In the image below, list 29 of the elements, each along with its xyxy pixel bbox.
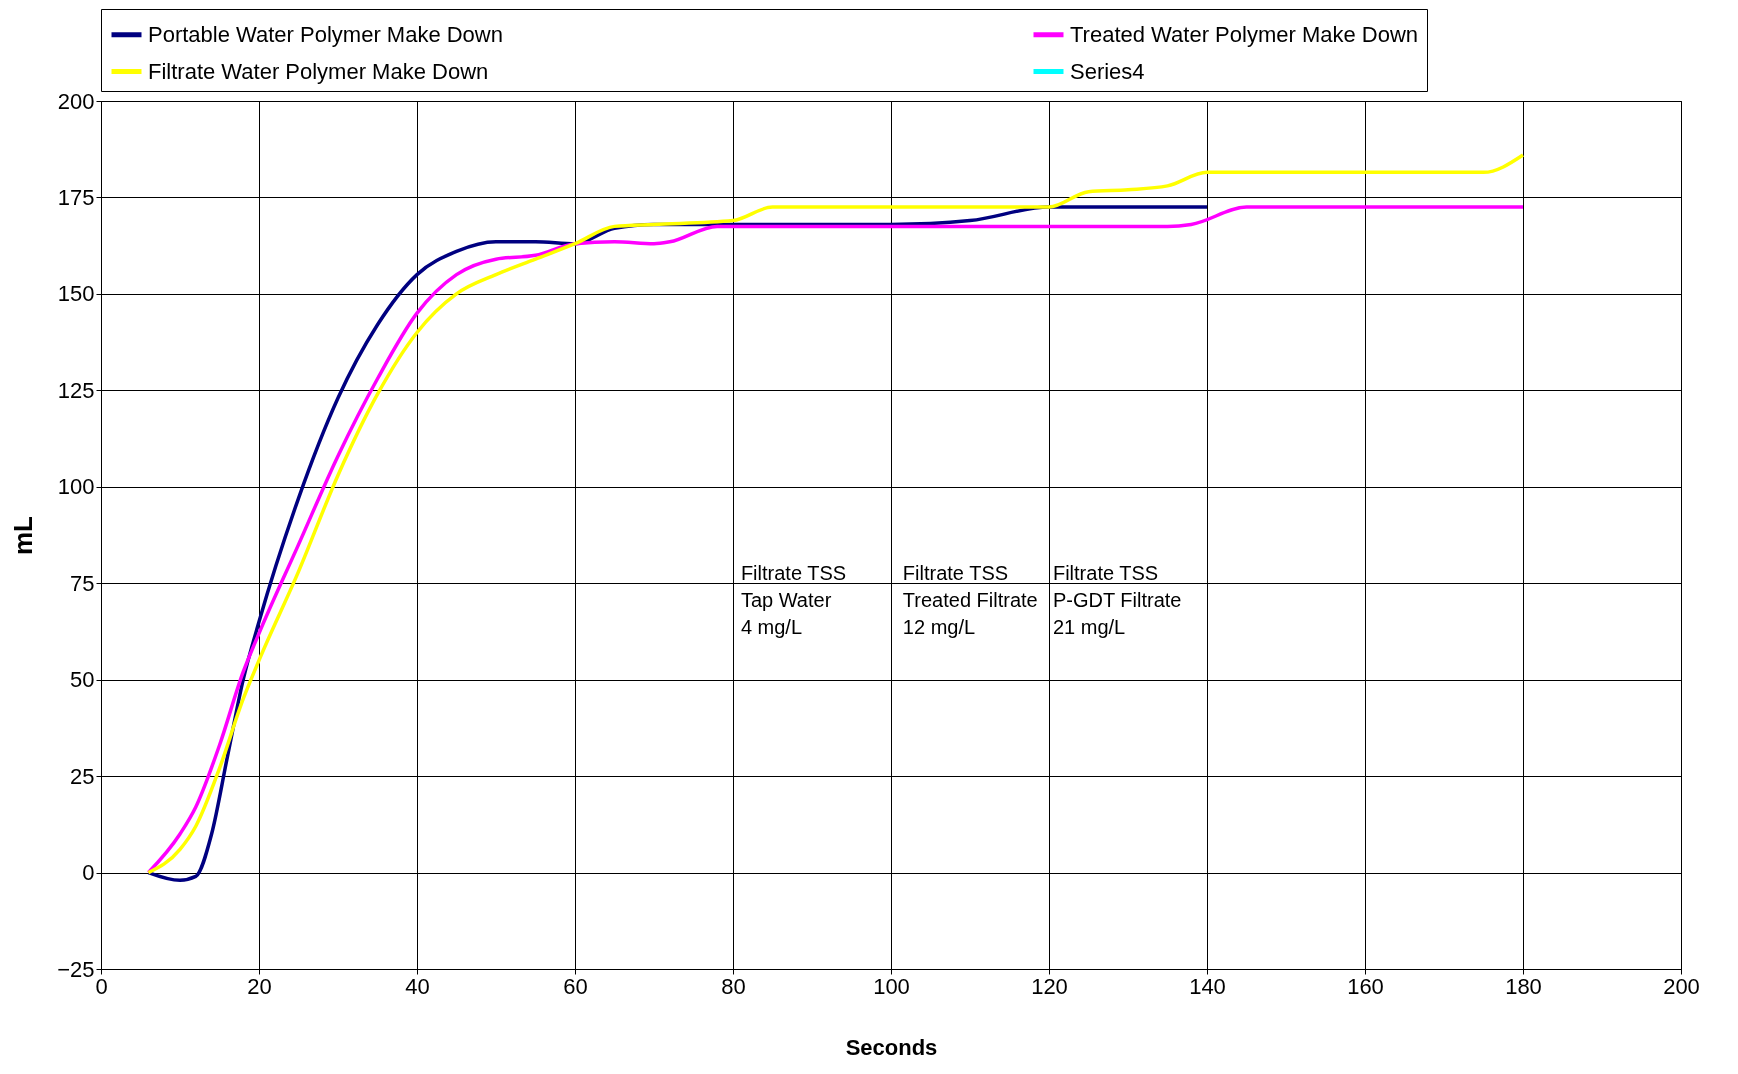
y-tick-label: 75 — [70, 570, 95, 596]
y-tick-label: 175 — [57, 184, 95, 210]
legend-label: Portable Water Polymer Make Down — [148, 21, 503, 47]
y-tick-label: 100 — [57, 474, 95, 500]
x-tick-label: 180 — [1505, 973, 1542, 999]
y-tick-label: 25 — [70, 763, 95, 789]
x-tick-label: 100 — [873, 973, 910, 999]
x-tick-label: 120 — [1031, 973, 1068, 999]
annotation: Filtrate TSS P-GDT Filtrate 21 mg/L — [1052, 561, 1182, 638]
x-tick-label: 20 — [247, 973, 272, 999]
x-tick-label: 60 — [563, 973, 588, 999]
x-tick-label: 40 — [405, 973, 430, 999]
y-tick-label: 125 — [57, 377, 95, 403]
y-tick-label: 0 — [82, 860, 95, 886]
legend-label: Filtrate Water Polymer Make Down — [148, 58, 489, 84]
x-tick-label: 200 — [1663, 973, 1700, 999]
legend-label: Treated Water Polymer Make Down — [1070, 21, 1419, 47]
y-tick-label: 50 — [70, 667, 95, 693]
y-tick-label: 150 — [57, 281, 95, 307]
y-tick-label: 200 — [57, 88, 95, 114]
legend-label: Series4 — [1070, 58, 1145, 84]
annotation: Filtrate TSS Treated Filtrate 12 mg/L — [902, 561, 1038, 638]
x-tick-label: 160 — [1347, 973, 1384, 999]
annotation: Filtrate TSS Tap Water 4 mg/L — [740, 561, 847, 638]
y-axis-title: mL — [8, 515, 39, 555]
x-axis-title: Seconds — [845, 1034, 938, 1060]
x-tick-label: 80 — [721, 973, 746, 999]
y-tick-label: −25 — [57, 956, 95, 982]
x-tick-label: 140 — [1189, 973, 1226, 999]
